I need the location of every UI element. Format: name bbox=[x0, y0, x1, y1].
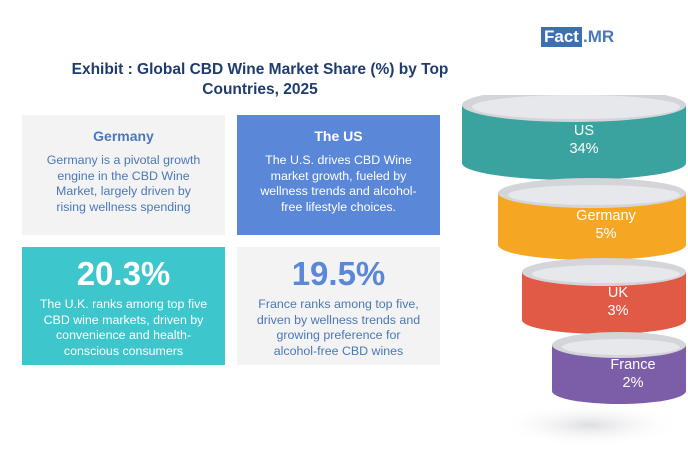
card-germany-heading: Germany bbox=[93, 128, 154, 144]
funnel-value-us: 34% bbox=[569, 141, 598, 157]
funnel-segment-us: US 34% bbox=[462, 95, 686, 180]
chart-title: Exhibit : Global CBD Wine Market Share (… bbox=[60, 60, 460, 100]
card-france: 19.5% France ranks among top five, drive… bbox=[237, 247, 440, 365]
card-uk-line: convenience and health- bbox=[55, 328, 192, 342]
card-uk: 20.3% The U.K. ranks among top five CBD … bbox=[22, 247, 225, 365]
card-us-heading: The US bbox=[314, 128, 363, 144]
card-france-text: France ranks among top five, driven by w… bbox=[245, 297, 432, 359]
funnel-shadow bbox=[498, 403, 682, 447]
funnel-band bbox=[552, 345, 686, 404]
card-uk-line: CBD wine markets, driven by bbox=[43, 312, 204, 327]
card-uk-line: The U.K. ranks among top five bbox=[39, 297, 208, 311]
factmr-logo: Fact .MR bbox=[541, 27, 614, 47]
funnel-label-france: France bbox=[610, 357, 655, 373]
funnel-rim-inner bbox=[532, 265, 680, 283]
card-us-text: The U.S. drives CBD Wine market growth, … bbox=[245, 153, 432, 215]
funnel-rim-inner bbox=[472, 95, 680, 119]
funnel-value-uk: 3% bbox=[608, 303, 629, 319]
funnel-segment-uk: UK 3% bbox=[522, 258, 686, 334]
card-france-value: 19.5% bbox=[291, 255, 386, 292]
card-germany-line: Germany is a pivotal growth bbox=[46, 153, 201, 167]
card-us: The US The U.S. drives CBD Wine market g… bbox=[237, 115, 440, 235]
funnel-segment-germany: Germany 5% bbox=[498, 178, 686, 260]
funnel-band bbox=[522, 272, 686, 334]
funnel-value-france: 2% bbox=[623, 375, 644, 391]
card-us-line: The U.S. drives CBD Wine bbox=[265, 153, 412, 167]
funnel-rim-inner bbox=[508, 185, 680, 205]
chart-title-line2: Countries, 2025 bbox=[202, 81, 318, 98]
card-us-line: market growth, fueled by bbox=[270, 168, 407, 183]
funnel-label-us: US bbox=[574, 123, 594, 139]
card-germany: Germany Germany is a pivotal growth engi… bbox=[22, 115, 225, 235]
chart-title-line1: Exhibit : Global CBD Wine Market Share (… bbox=[71, 61, 449, 78]
funnel-label-uk: UK bbox=[608, 285, 628, 301]
funnel-band bbox=[498, 193, 686, 260]
funnel-segment-france: France 2% bbox=[552, 332, 686, 404]
funnel-chart: US 34% Germany 5% UK 3% France 2% bbox=[462, 95, 686, 447]
funnel-band bbox=[462, 105, 686, 180]
card-germany-line: Market, largely driven by bbox=[56, 184, 191, 198]
card-germany-text: Germany is a pivotal growth engine in th… bbox=[30, 153, 217, 215]
card-germany-line: rising wellness spending bbox=[56, 199, 191, 214]
card-france-line: driven by wellness trends and bbox=[256, 312, 421, 327]
logo-mr: .MR bbox=[582, 27, 615, 46]
funnel-label-germany: Germany bbox=[576, 208, 636, 224]
card-germany-line: engine in the CBD Wine bbox=[57, 168, 190, 183]
card-uk-value: 20.3% bbox=[76, 255, 171, 292]
funnel-value-germany: 5% bbox=[596, 226, 617, 242]
card-france-line: alcohol-free CBD wines bbox=[273, 343, 404, 358]
logo-fact: Fact bbox=[541, 27, 582, 47]
funnel-rim-inner bbox=[562, 339, 680, 355]
card-us-line: wellness trends and alcohol- bbox=[260, 184, 417, 198]
card-france-line: France ranks among top five, bbox=[258, 297, 419, 311]
card-us-line: free lifestyle choices. bbox=[280, 199, 396, 214]
card-uk-text: The U.K. ranks among top five CBD wine m… bbox=[30, 297, 217, 359]
card-uk-line: conscious consumers bbox=[63, 343, 184, 358]
card-france-line: growing preference for bbox=[276, 328, 401, 342]
